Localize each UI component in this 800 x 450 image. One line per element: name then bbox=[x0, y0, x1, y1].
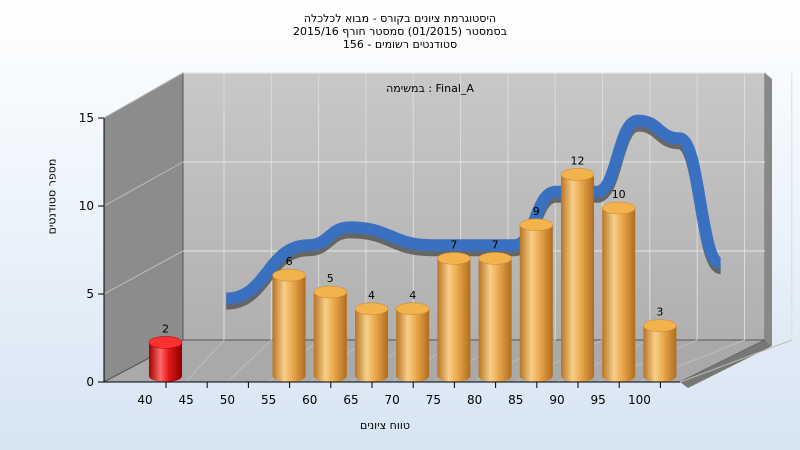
bar-body-100 bbox=[602, 208, 636, 382]
chart-annotation: במשימה : Final_A bbox=[386, 82, 474, 95]
y-axis-label: מספר סטודנטים bbox=[45, 158, 59, 235]
chart-back-wall bbox=[182, 72, 766, 341]
bar-70 bbox=[354, 302, 389, 382]
bar-value-label-40: 2 bbox=[162, 322, 169, 335]
bar-90 bbox=[519, 218, 554, 382]
bar-top-70 bbox=[354, 302, 389, 316]
bar-value-label-95: 12 bbox=[571, 154, 585, 167]
chart-title-line-2: בסמסטר (01/2015) סמסטר חורף 2015/16 bbox=[293, 25, 507, 38]
x-tick-label-45: 45 bbox=[179, 393, 194, 407]
x-tick-label-60: 60 bbox=[302, 393, 317, 407]
bar-body-90 bbox=[519, 224, 553, 382]
x-tick-label-65: 65 bbox=[343, 393, 358, 407]
gridline-floor-40 bbox=[185, 339, 225, 383]
bar-body-40 bbox=[149, 342, 182, 382]
x-tick-label-85: 85 bbox=[508, 393, 523, 407]
bar-95 bbox=[560, 168, 595, 382]
bar-65 bbox=[313, 285, 348, 382]
x-tick-label-55: 55 bbox=[261, 393, 276, 407]
bar-80 bbox=[437, 252, 471, 382]
bar-body-85 bbox=[478, 258, 512, 382]
chart-left-wall bbox=[103, 72, 184, 383]
bar-top-65 bbox=[313, 285, 348, 299]
x-axis-label: טווח ציונים bbox=[360, 419, 410, 432]
bar-40 bbox=[148, 336, 183, 382]
x-tick-label-40: 40 bbox=[137, 393, 152, 407]
bar-85 bbox=[478, 252, 512, 382]
chart-floor-edge bbox=[680, 340, 772, 388]
x-tick-label-95: 95 bbox=[591, 393, 606, 407]
bar-top-95 bbox=[560, 168, 595, 181]
gridline-floor-45 bbox=[226, 339, 272, 383]
bar-value-label-75: 4 bbox=[409, 289, 416, 302]
bar-top-80 bbox=[437, 252, 471, 265]
bar-top-100 bbox=[601, 201, 636, 215]
bar-body-60 bbox=[272, 275, 306, 382]
bar-body-80 bbox=[437, 258, 471, 382]
gridline-left-15 bbox=[103, 72, 184, 119]
x-tick-label-100: 100 bbox=[628, 393, 651, 407]
gridline-left-10 bbox=[103, 161, 184, 207]
bar-body-100+ bbox=[643, 325, 677, 382]
bar-value-label-70: 4 bbox=[368, 289, 375, 302]
bar-body-70 bbox=[355, 308, 388, 382]
bar-value-label-85: 7 bbox=[492, 238, 499, 251]
bar-value-label-100: 10 bbox=[612, 188, 626, 201]
bar-top-90 bbox=[519, 218, 554, 232]
bar-body-65 bbox=[313, 292, 347, 382]
bar-60 bbox=[272, 268, 306, 382]
y-tick-label-0: 0 bbox=[86, 375, 94, 389]
x-tick-label-80: 80 bbox=[467, 393, 482, 407]
bar-value-label-90: 9 bbox=[533, 205, 540, 218]
y-tick-label-5: 5 bbox=[86, 287, 94, 301]
gridline-left-5 bbox=[103, 250, 184, 295]
bar-top-60 bbox=[272, 268, 306, 282]
bar-value-label-80: 7 bbox=[450, 238, 457, 251]
bar-value-label-65: 5 bbox=[327, 272, 334, 285]
bar-body-95 bbox=[561, 174, 594, 382]
bar-body-75 bbox=[396, 308, 430, 382]
x-tick-label-75: 75 bbox=[426, 393, 441, 407]
y-tick-label-10: 10 bbox=[79, 199, 94, 213]
chart-title-line-1: היסטוגרמת ציונים בקורס - מבוא לכלכלה bbox=[303, 12, 497, 25]
x-tick-label-70: 70 bbox=[385, 393, 400, 407]
x-tick-label-50: 50 bbox=[220, 393, 235, 407]
x-tick-label-90: 90 bbox=[549, 393, 564, 407]
bar-top-40 bbox=[148, 336, 183, 349]
chart-right-edge bbox=[765, 73, 772, 346]
bar-value-label-100+: 3 bbox=[656, 306, 663, 319]
y-tick-label-15: 15 bbox=[79, 111, 94, 125]
gridline-floor-100 bbox=[680, 339, 792, 383]
bar-top-100+ bbox=[643, 319, 677, 332]
chart-title-line-3: סטודנטים רשומים - 156 bbox=[342, 38, 458, 51]
bar-75 bbox=[395, 302, 430, 382]
bar-100 bbox=[601, 201, 636, 382]
bar-100+ bbox=[643, 319, 677, 382]
bar-top-85 bbox=[478, 252, 512, 265]
bar-top-75 bbox=[395, 302, 430, 316]
bar-value-label-60: 6 bbox=[286, 255, 293, 268]
